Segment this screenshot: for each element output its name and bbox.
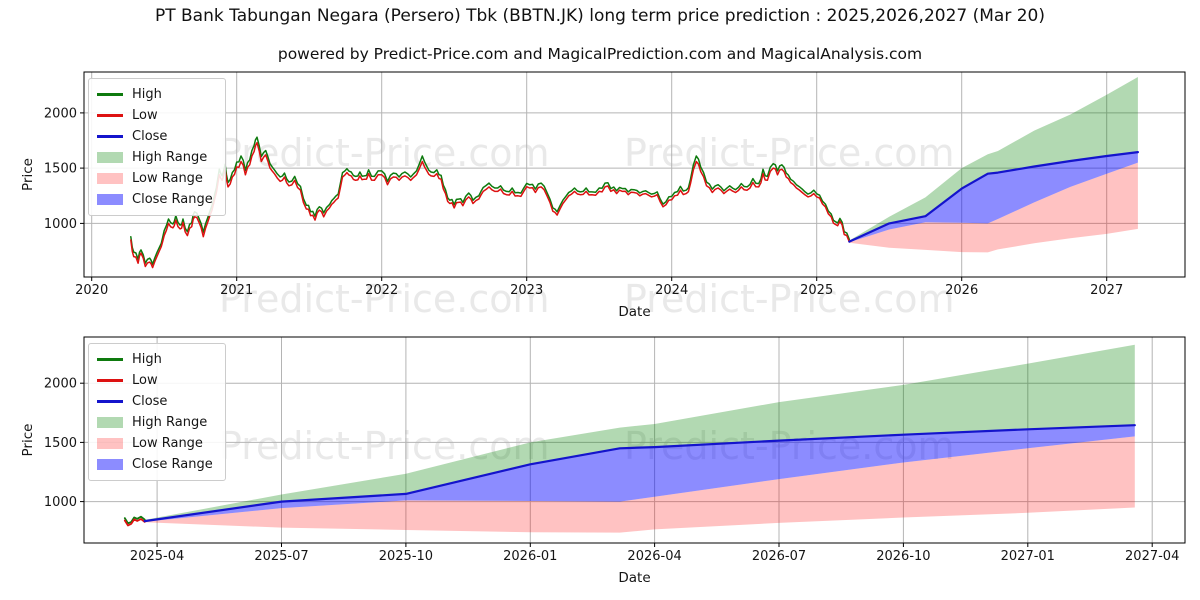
svg-text:2020: 2020 bbox=[75, 283, 108, 298]
svg-text:2026-10: 2026-10 bbox=[876, 549, 930, 564]
svg-text:1000: 1000 bbox=[44, 217, 77, 232]
svg-text:2021: 2021 bbox=[220, 283, 253, 298]
high-range-patch-swatch bbox=[97, 417, 123, 428]
legend-label-low: Low bbox=[132, 108, 158, 123]
legend-label-low: Low bbox=[132, 373, 158, 388]
legend-top: High Low Close High Range Low Range Clos… bbox=[88, 78, 226, 216]
svg-text:Date: Date bbox=[618, 570, 650, 586]
legend-item-high: High bbox=[97, 349, 218, 370]
svg-text:2026: 2026 bbox=[945, 283, 978, 298]
low-line-swatch bbox=[97, 379, 123, 382]
svg-text:2026-01: 2026-01 bbox=[503, 549, 557, 564]
legend-item-high: High bbox=[97, 84, 218, 105]
watermark-text: Predict-Price.com bbox=[219, 277, 550, 321]
close-range-patch-swatch bbox=[97, 459, 123, 470]
close-line-swatch bbox=[97, 400, 123, 403]
low-range-patch-swatch bbox=[97, 438, 123, 449]
svg-text:2025-07: 2025-07 bbox=[254, 549, 308, 564]
svg-text:Price: Price bbox=[20, 158, 36, 191]
svg-text:1500: 1500 bbox=[44, 162, 77, 177]
watermark-text: Predict-Price.com bbox=[624, 277, 955, 321]
svg-text:2025-04: 2025-04 bbox=[130, 549, 184, 564]
legend-item-close-range: Close Range bbox=[97, 454, 218, 475]
svg-text:2000: 2000 bbox=[44, 106, 77, 121]
high-range-patch-swatch bbox=[97, 152, 123, 163]
legend-item-close: Close bbox=[97, 126, 218, 147]
close-range-patch-swatch bbox=[97, 194, 123, 205]
legend-label-close-range: Close Range bbox=[132, 192, 213, 207]
svg-text:2025: 2025 bbox=[800, 283, 833, 298]
legend-item-high-range: High Range bbox=[97, 147, 218, 168]
high-line-swatch bbox=[97, 93, 123, 96]
legend-item-low-range: Low Range bbox=[97, 433, 218, 454]
low-line-swatch bbox=[97, 114, 123, 117]
page-title: PT Bank Tabungan Negara (Persero) Tbk (B… bbox=[154, 6, 1046, 26]
legend-label-high: High bbox=[132, 87, 162, 102]
legend-label-high: High bbox=[132, 352, 162, 367]
price-history-chart: 2020 2021 2022 2023 2024 2025 2026 2027 1000 1500… bbox=[20, 71, 1186, 320]
legend-label-low-range: Low Range bbox=[132, 171, 203, 186]
legend-label-close: Close bbox=[132, 394, 168, 409]
svg-text:1000: 1000 bbox=[44, 495, 77, 510]
legend-label-high-range: High Range bbox=[132, 150, 208, 165]
page-subtitle: powered by Predict-Price.com and Magical… bbox=[277, 45, 923, 63]
svg-text:Price: Price bbox=[20, 424, 36, 457]
forecast-detail-chart: 2025-04 2025-07 2025-10 2026-01 2026-04 2026-… bbox=[20, 336, 1186, 586]
legend-item-low: Low bbox=[97, 105, 218, 126]
svg-text:2027-01: 2027-01 bbox=[1001, 549, 1055, 564]
svg-text:2000: 2000 bbox=[44, 377, 77, 392]
svg-text:2027-04: 2027-04 bbox=[1125, 549, 1179, 564]
legend-item-low-range: Low Range bbox=[97, 168, 218, 189]
close-line-swatch bbox=[97, 135, 123, 138]
svg-text:1500: 1500 bbox=[44, 436, 77, 451]
legend-item-high-range: High Range bbox=[97, 412, 218, 433]
legend-label-close-range: Close Range bbox=[132, 457, 213, 472]
legend-bottom: High Low Close High Range Low Range Clos… bbox=[88, 343, 226, 481]
legend-label-close: Close bbox=[132, 129, 168, 144]
svg-text:2026-04: 2026-04 bbox=[627, 549, 681, 564]
svg-text:2027: 2027 bbox=[1090, 283, 1123, 298]
svg-text:2026-07: 2026-07 bbox=[752, 549, 806, 564]
high-line-swatch bbox=[97, 358, 123, 361]
legend-item-close: Close bbox=[97, 391, 218, 412]
svg-text:2024: 2024 bbox=[655, 283, 688, 298]
legend-item-low: Low bbox=[97, 370, 218, 391]
svg-text:2025-10: 2025-10 bbox=[379, 549, 433, 564]
svg-text:2022: 2022 bbox=[365, 283, 398, 298]
legend-label-low-range: Low Range bbox=[132, 436, 203, 451]
svg-text:Date: Date bbox=[618, 304, 650, 320]
legend-item-close-range: Close Range bbox=[97, 189, 218, 210]
svg-text:2023: 2023 bbox=[510, 283, 543, 298]
watermark-text: Predict-Price.com bbox=[219, 424, 550, 468]
low-range-patch-swatch bbox=[97, 173, 123, 184]
legend-label-high-range: High Range bbox=[132, 415, 208, 430]
